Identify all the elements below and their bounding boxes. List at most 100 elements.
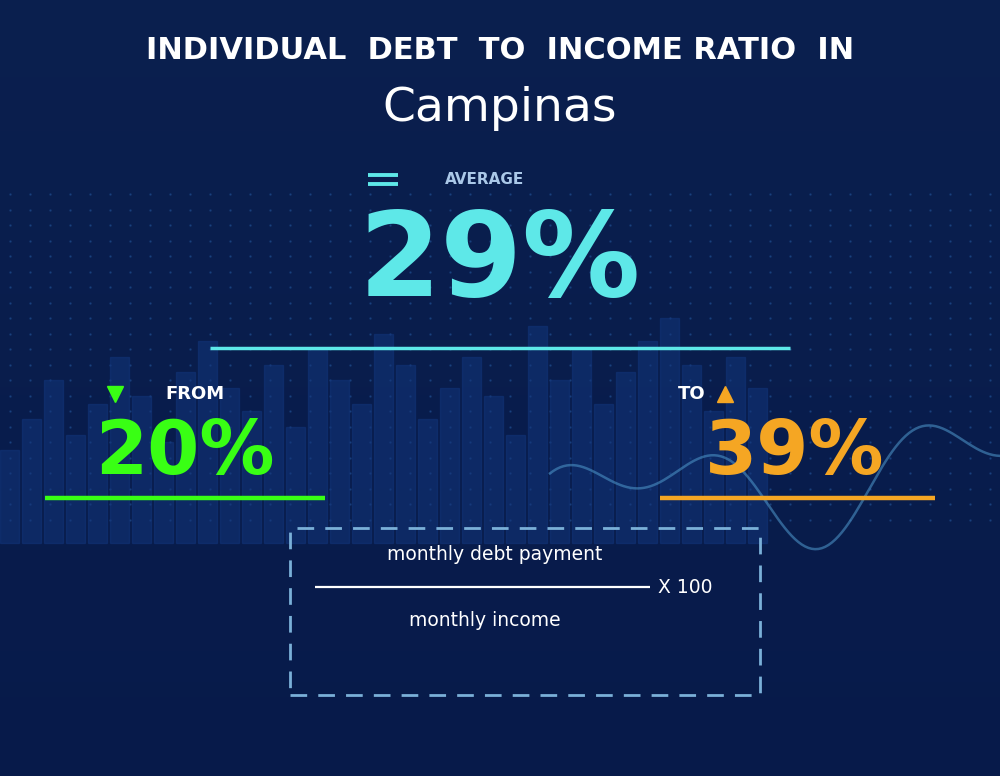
Bar: [0, 132, 1000, 140]
Bar: [660, 318, 679, 543]
Bar: [0, 310, 1000, 318]
Bar: [0, 629, 1000, 636]
Bar: [0, 698, 1000, 706]
Bar: [0, 419, 1000, 427]
Bar: [0, 380, 1000, 388]
Bar: [0, 372, 1000, 380]
Bar: [0, 520, 1000, 528]
Bar: [330, 380, 349, 543]
Bar: [0, 295, 1000, 303]
Bar: [0, 753, 1000, 760]
Bar: [0, 458, 1000, 466]
Bar: [0, 225, 1000, 233]
Bar: [0, 303, 1000, 310]
Bar: [0, 644, 1000, 652]
Bar: [0, 93, 1000, 101]
Bar: [0, 109, 1000, 116]
Bar: [0, 427, 1000, 435]
Bar: [308, 349, 327, 543]
Bar: [0, 85, 1000, 93]
Bar: [0, 582, 1000, 590]
Bar: [0, 450, 19, 543]
Bar: [0, 691, 1000, 698]
Bar: [0, 186, 1000, 194]
Bar: [0, 116, 1000, 124]
Bar: [0, 62, 1000, 70]
Bar: [0, 124, 1000, 132]
Bar: [0, 737, 1000, 745]
Bar: [396, 365, 415, 543]
Bar: [0, 636, 1000, 644]
Bar: [0, 272, 1000, 279]
Text: FROM: FROM: [165, 385, 224, 404]
Text: monthly income: monthly income: [409, 611, 561, 630]
Text: Campinas: Campinas: [383, 86, 617, 131]
Bar: [0, 70, 1000, 78]
Bar: [638, 341, 657, 543]
Bar: [242, 411, 261, 543]
Bar: [440, 388, 459, 543]
Bar: [0, 675, 1000, 683]
Bar: [0, 473, 1000, 481]
Bar: [0, 264, 1000, 272]
Bar: [110, 357, 129, 543]
Bar: [352, 404, 371, 543]
Bar: [0, 450, 1000, 458]
Bar: [462, 357, 481, 543]
Bar: [0, 574, 1000, 582]
Bar: [682, 365, 701, 543]
Bar: [0, 745, 1000, 753]
Bar: [748, 388, 767, 543]
Bar: [0, 411, 1000, 419]
Text: AVERAGE: AVERAGE: [445, 171, 525, 187]
Bar: [0, 590, 1000, 598]
Bar: [0, 566, 1000, 574]
Bar: [66, 435, 85, 543]
Bar: [374, 334, 393, 543]
Bar: [0, 0, 1000, 8]
Bar: [0, 178, 1000, 186]
Bar: [286, 427, 305, 543]
Bar: [0, 551, 1000, 559]
Bar: [0, 78, 1000, 85]
Bar: [0, 217, 1000, 225]
Bar: [220, 388, 239, 543]
Bar: [506, 435, 525, 543]
Bar: [0, 714, 1000, 722]
Bar: [418, 419, 437, 543]
Text: TO: TO: [677, 385, 705, 404]
Text: 20%: 20%: [95, 417, 275, 490]
Bar: [0, 559, 1000, 566]
Bar: [484, 396, 503, 543]
Bar: [22, 419, 41, 543]
Bar: [0, 279, 1000, 287]
Bar: [0, 497, 1000, 504]
Bar: [0, 31, 1000, 39]
Bar: [0, 256, 1000, 264]
Bar: [88, 404, 107, 543]
Bar: [0, 706, 1000, 714]
Bar: [0, 140, 1000, 147]
Bar: [0, 435, 1000, 442]
Bar: [44, 380, 63, 543]
Bar: [0, 341, 1000, 349]
Bar: [572, 349, 591, 543]
Bar: [0, 404, 1000, 411]
Bar: [0, 466, 1000, 473]
Bar: [0, 210, 1000, 217]
Bar: [704, 411, 723, 543]
Bar: [594, 404, 613, 543]
Bar: [0, 248, 1000, 256]
Bar: [0, 23, 1000, 31]
Bar: [0, 357, 1000, 365]
Bar: [0, 760, 1000, 768]
Bar: [0, 598, 1000, 605]
Bar: [0, 535, 1000, 543]
Bar: [0, 605, 1000, 613]
Bar: [528, 326, 547, 543]
Text: 29%: 29%: [359, 206, 641, 321]
Bar: [0, 481, 1000, 489]
Text: X 100: X 100: [658, 578, 712, 597]
Bar: [0, 241, 1000, 248]
Bar: [0, 54, 1000, 62]
